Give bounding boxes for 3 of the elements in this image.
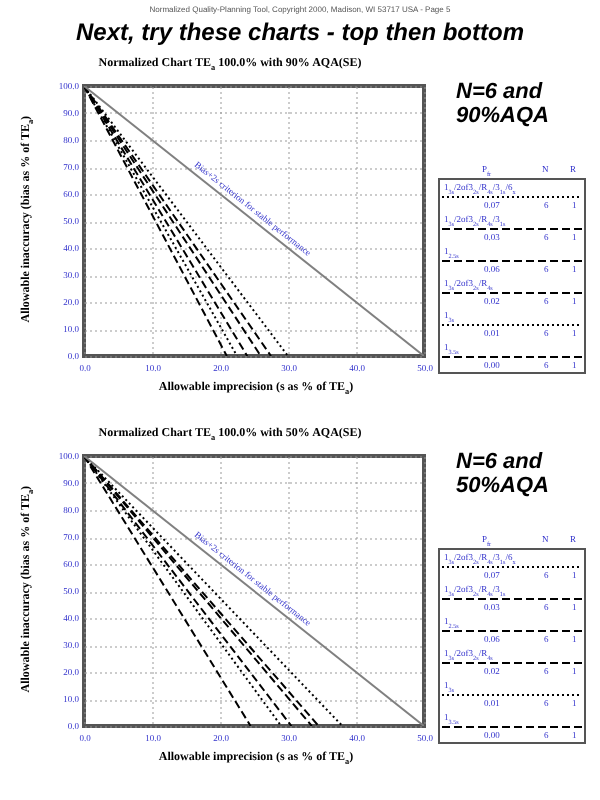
text: N=6 and 50%AQA <box>456 450 551 498</box>
text: N=6 and 90%AQA <box>456 80 551 128</box>
chart-title: Next, try these charts - top then bottom <box>73 18 527 46</box>
